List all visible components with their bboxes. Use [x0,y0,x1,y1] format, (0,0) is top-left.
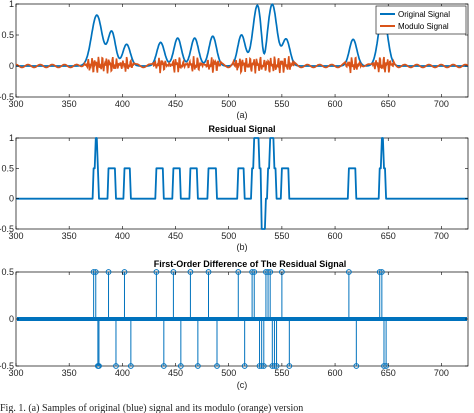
plot-area-b [15,137,469,230]
stem-marker [127,363,134,369]
x-tick-label: 600 [328,231,343,241]
x-tick-label: 300 [8,99,23,109]
y-tick-label: 0 [9,194,14,204]
stem-marker [177,363,184,369]
stem-marker [267,269,274,275]
x-tick-label: 500 [221,368,236,378]
x-tick-label: 500 [221,231,236,241]
x-tick-label: 650 [381,231,396,241]
y-tick-label: 1 [9,0,14,9]
y-tick-label: 0.5 [1,30,14,40]
legend-box [375,5,467,35]
x-tick-label: 300 [8,368,23,378]
stem-marker [353,363,360,369]
x-tick-label: 600 [328,99,343,109]
title-b: Residual Signal [208,124,275,134]
x-tick-label: 350 [62,368,77,378]
stem-marker [251,269,258,275]
panel-c: First-Order Difference of The Residual S… [0,259,469,390]
series-residual-signal [16,137,468,230]
stem-marker [160,363,167,369]
stem-marker [105,269,112,275]
y-tick-label: 0.5 [1,267,14,277]
stem-marker [113,363,119,369]
figure-caption: Fig. 1. (a) Samples of original (blue) s… [0,403,304,413]
x-tick-label: 650 [381,368,396,378]
axes-box [15,137,469,230]
series-original-signal [16,3,468,67]
x-tick-label: 450 [168,99,183,109]
stem-marker [187,269,194,275]
stem-marker [286,363,293,369]
stem-marker [260,363,267,369]
x-tick-label: 400 [115,99,130,109]
stem-marker [378,269,385,275]
x-tick-label: 650 [381,99,396,109]
y-tick-label: 0.5 [1,163,14,173]
axes-box [15,3,469,98]
plot-area-c [15,269,469,369]
stem-marker [214,363,220,369]
stem-marker [205,269,212,275]
x-tick-label: 550 [274,99,289,109]
y-tick-label: -0.5 [0,224,14,234]
subcaption-b: (b) [237,242,248,252]
legend-label-original: Original Signal [398,10,450,19]
stem-marker [194,363,201,369]
stem-marker [153,269,160,275]
x-tick-label: 600 [328,368,343,378]
panel-a: 300 350 400 450 500 550 600 650 700 -0.5 0 0.5 1 (a)… [0,0,469,120]
x-tick-label: 500 [221,99,236,109]
x-tick-label: 450 [168,368,183,378]
x-tick-label: 450 [168,231,183,241]
ticks-b: 300 350 400 450 500 550 600 650 700 -0.5 0 0.5 1 [0,133,468,241]
stem-marker [92,269,99,275]
legend: Original Signal Modulo Signal [375,5,467,35]
y-tick-label: 1 [9,133,14,143]
x-tick-label: 400 [115,231,130,241]
figure: 300 350 400 450 500 550 600 650 700 -0.5 0 0.5 1 (a)… [0,0,469,390]
stem-marker [273,363,280,369]
x-tick-label: 700 [434,99,449,109]
y-tick-label: -0.5 [0,361,14,371]
legend-label-modulo: Modulo Signal [398,22,449,31]
subcaption-c: (c) [237,380,248,390]
x-tick-label: 350 [62,99,77,109]
plot-area-a [15,3,469,98]
series-modulo-signal [16,56,469,75]
y-tick-label: 0 [9,61,14,71]
title-c: First-Order Difference of The Residual S… [154,259,347,269]
x-tick-label: 550 [274,231,289,241]
stem-marker [235,269,242,275]
ticks-a: 300 350 400 450 500 550 600 650 700 -0.5 0 0.5 1 [0,0,468,109]
y-tick-label: 0 [9,314,14,324]
x-tick-label: 700 [434,368,449,378]
stem-marker [345,269,352,275]
panel-b: Residual Signal 300 350 400 450 500 550 600 650… [0,124,469,252]
x-tick-label: 300 [8,231,23,241]
stem-marker [241,363,248,369]
y-tick-label: -0.5 [0,92,14,102]
x-tick-label: 550 [274,368,289,378]
subcaption-a: (a) [237,110,248,120]
x-tick-label: 350 [62,231,77,241]
x-tick-label: 400 [115,368,130,378]
stem-marker [96,363,102,369]
ticks-c: 300 350 400 450 500 550 600 650 700 -0.5 0 0.5 [0,267,468,378]
x-tick-label: 700 [434,231,449,241]
